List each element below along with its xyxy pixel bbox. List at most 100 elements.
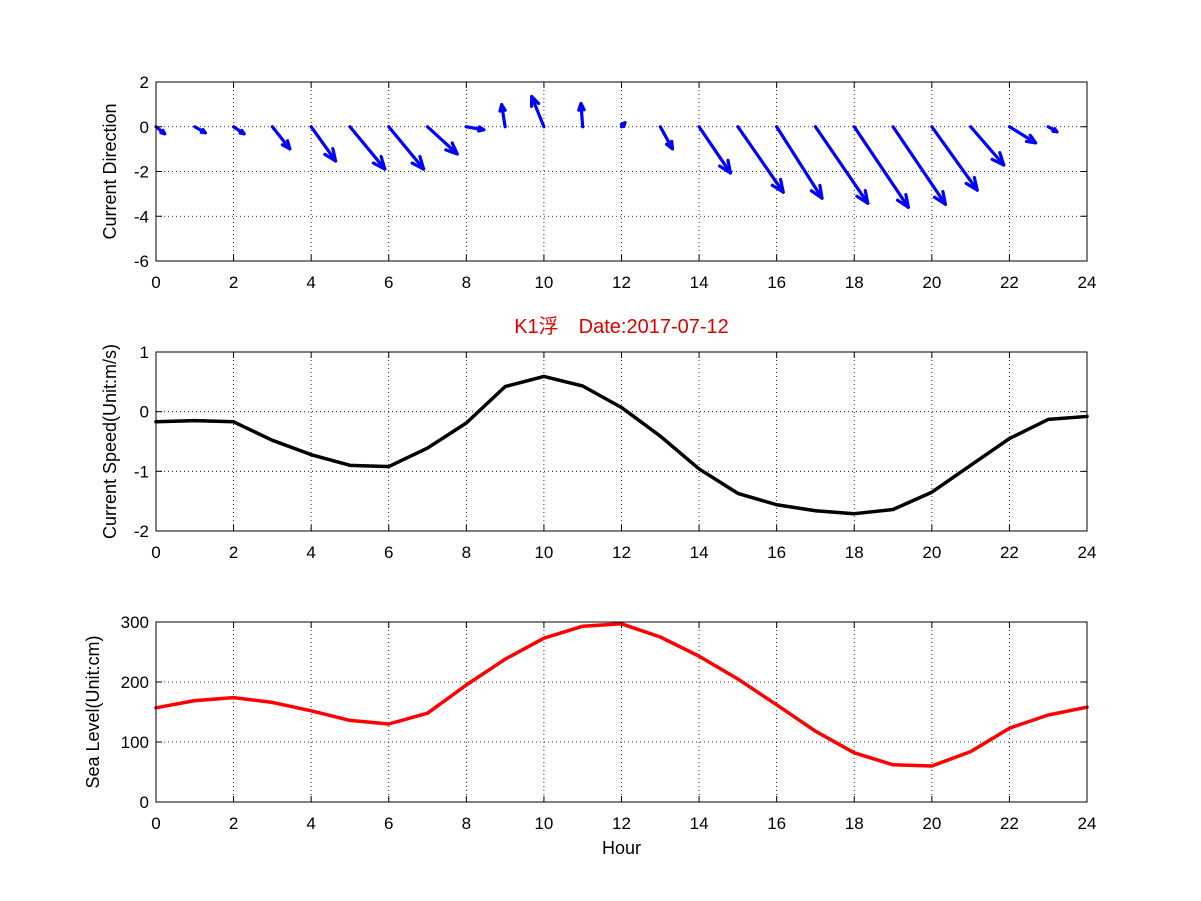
- sea-level-ytick-label: 300: [121, 613, 149, 632]
- sea-level-xtick-label: 4: [306, 814, 315, 833]
- sea-level-point-14: [697, 655, 701, 658]
- sea-level-point-9: [503, 658, 507, 661]
- current-direction-ytick-label: -6: [134, 252, 149, 271]
- sea-level-ylabel: Sea Level(Unit:cm): [83, 635, 103, 788]
- sea-level-ytick-label: 100: [121, 733, 149, 752]
- current-direction-ytick-label: 2: [140, 73, 149, 92]
- arrow-head: [990, 151, 1006, 167]
- sea-level-ytick-label: 0: [140, 793, 149, 812]
- current-direction-arrow-20: [930, 125, 979, 192]
- current-speed-point-17: [814, 509, 817, 512]
- current-speed-point-13: [659, 434, 662, 438]
- current-direction-arrow-14: [697, 125, 733, 175]
- arrow-head: [664, 139, 675, 151]
- current-speed-xtick-label: 20: [922, 543, 941, 562]
- current-direction-arrow-0: [154, 125, 167, 136]
- arrow-head: [371, 154, 387, 171]
- current-direction-xtick-label: 14: [690, 273, 709, 292]
- current-direction-xtick-label: 18: [845, 273, 864, 292]
- current-speed-ytick-label: -1: [134, 462, 149, 481]
- current-speed-xtick-label: 8: [462, 543, 471, 562]
- sea-level-point-15: [736, 677, 740, 681]
- arrow-shaft: [1007, 125, 1038, 145]
- sea-level-xtick-label: 14: [690, 814, 709, 833]
- current-speed-point-23: [1047, 418, 1050, 421]
- arrow-shaft: [813, 125, 870, 205]
- current-direction-arrow-16: [775, 125, 824, 200]
- sea-level-xtick-label: 10: [534, 814, 553, 833]
- current-direction-ytick-label: -4: [134, 207, 149, 226]
- current-direction-arrow-15: [736, 125, 785, 194]
- arrow-shaft: [387, 125, 426, 171]
- current-direction-ytick-label: 0: [140, 118, 149, 137]
- current-speed-ytick-label: 1: [140, 343, 149, 362]
- current-speed-point-2: [232, 420, 235, 424]
- current-direction-arrow-1: [193, 125, 207, 135]
- current-speed-point-16: [775, 503, 778, 506]
- current-direction-xtick-label: 10: [534, 273, 553, 292]
- sea-level-point-5: [348, 719, 352, 722]
- current-direction-arrow-19: [891, 125, 948, 206]
- arrow-head: [529, 94, 541, 108]
- current-speed-xtick-label: 2: [229, 543, 238, 562]
- arrow-head: [444, 141, 459, 156]
- sea-level-point-21: [969, 750, 972, 753]
- sea-level-point-6: [387, 722, 390, 726]
- sea-level-point-8: [465, 683, 468, 687]
- current-speed-point-15: [736, 492, 740, 495]
- current-direction-arrow-17: [813, 125, 870, 205]
- current-speed-series-line: [154, 374, 1089, 516]
- arrow-head: [410, 154, 426, 171]
- current-speed-point-19: [891, 508, 895, 511]
- current-speed-ytick-label: -2: [134, 522, 149, 541]
- sea-level-point-11: [581, 625, 584, 628]
- current-speed-point-14: [697, 467, 701, 471]
- chart-title: K1浮 Date:2017-07-12: [514, 315, 729, 338]
- sea-level-xtick-label: 8: [462, 814, 471, 833]
- current-speed-point-20: [930, 491, 934, 494]
- sea-level-xtick-label: 16: [767, 814, 786, 833]
- arrow-head: [809, 183, 824, 200]
- current-direction-xtick-label: 16: [767, 273, 786, 292]
- sea-level-point-3: [271, 701, 274, 704]
- arrow-shaft: [270, 125, 292, 151]
- sea-level-point-19: [891, 763, 895, 766]
- current-direction-arrow-18: [852, 125, 910, 209]
- current-speed-xtick-label: 18: [845, 543, 864, 562]
- current-speed-xtick-label: 0: [151, 543, 160, 562]
- arrow-shaft: [736, 125, 785, 194]
- current-direction-arrow-5: [348, 125, 387, 171]
- sea-level-xlabel: Hour: [602, 838, 641, 858]
- current-direction-xtick-label: 12: [612, 273, 631, 292]
- sea-level-point-2: [232, 696, 235, 699]
- arrow-shaft: [697, 125, 733, 175]
- current-direction-arrow-11: [577, 101, 586, 129]
- current-speed-point-9: [503, 385, 507, 388]
- current-direction-arrow-21: [969, 125, 1006, 167]
- current-speed-xtick-label: 22: [1000, 543, 1019, 562]
- arrow-head: [477, 125, 486, 133]
- arrow-head: [280, 139, 292, 151]
- sea-level-xtick-label: 22: [1000, 814, 1019, 833]
- current-speed-point-3: [271, 439, 274, 442]
- current-speed-point-6: [387, 465, 390, 468]
- arrow-head: [855, 188, 870, 205]
- current-speed-point-22: [1008, 437, 1011, 440]
- arrow-head: [323, 147, 338, 163]
- current-speed-xtick-label: 4: [306, 543, 315, 562]
- arrow-shaft: [891, 125, 948, 206]
- current-direction-arrow-4: [309, 125, 338, 163]
- current-direction-ytick-label: -2: [134, 163, 149, 182]
- arrow-head: [199, 128, 207, 135]
- arrow-shaft: [930, 125, 979, 192]
- current-speed-xtick-label: 6: [384, 543, 393, 562]
- arrow-shaft: [775, 125, 824, 200]
- current-direction-arrow-23: [1046, 125, 1059, 134]
- current-direction-xtick-label: 4: [306, 273, 315, 292]
- current-direction-xtick-label: 0: [151, 273, 160, 292]
- sea-level-xtick-label: 0: [151, 814, 160, 833]
- arrow-head: [770, 177, 785, 194]
- current-direction-arrow-3: [270, 125, 292, 151]
- sea-level-xtick-label: 24: [1078, 814, 1097, 833]
